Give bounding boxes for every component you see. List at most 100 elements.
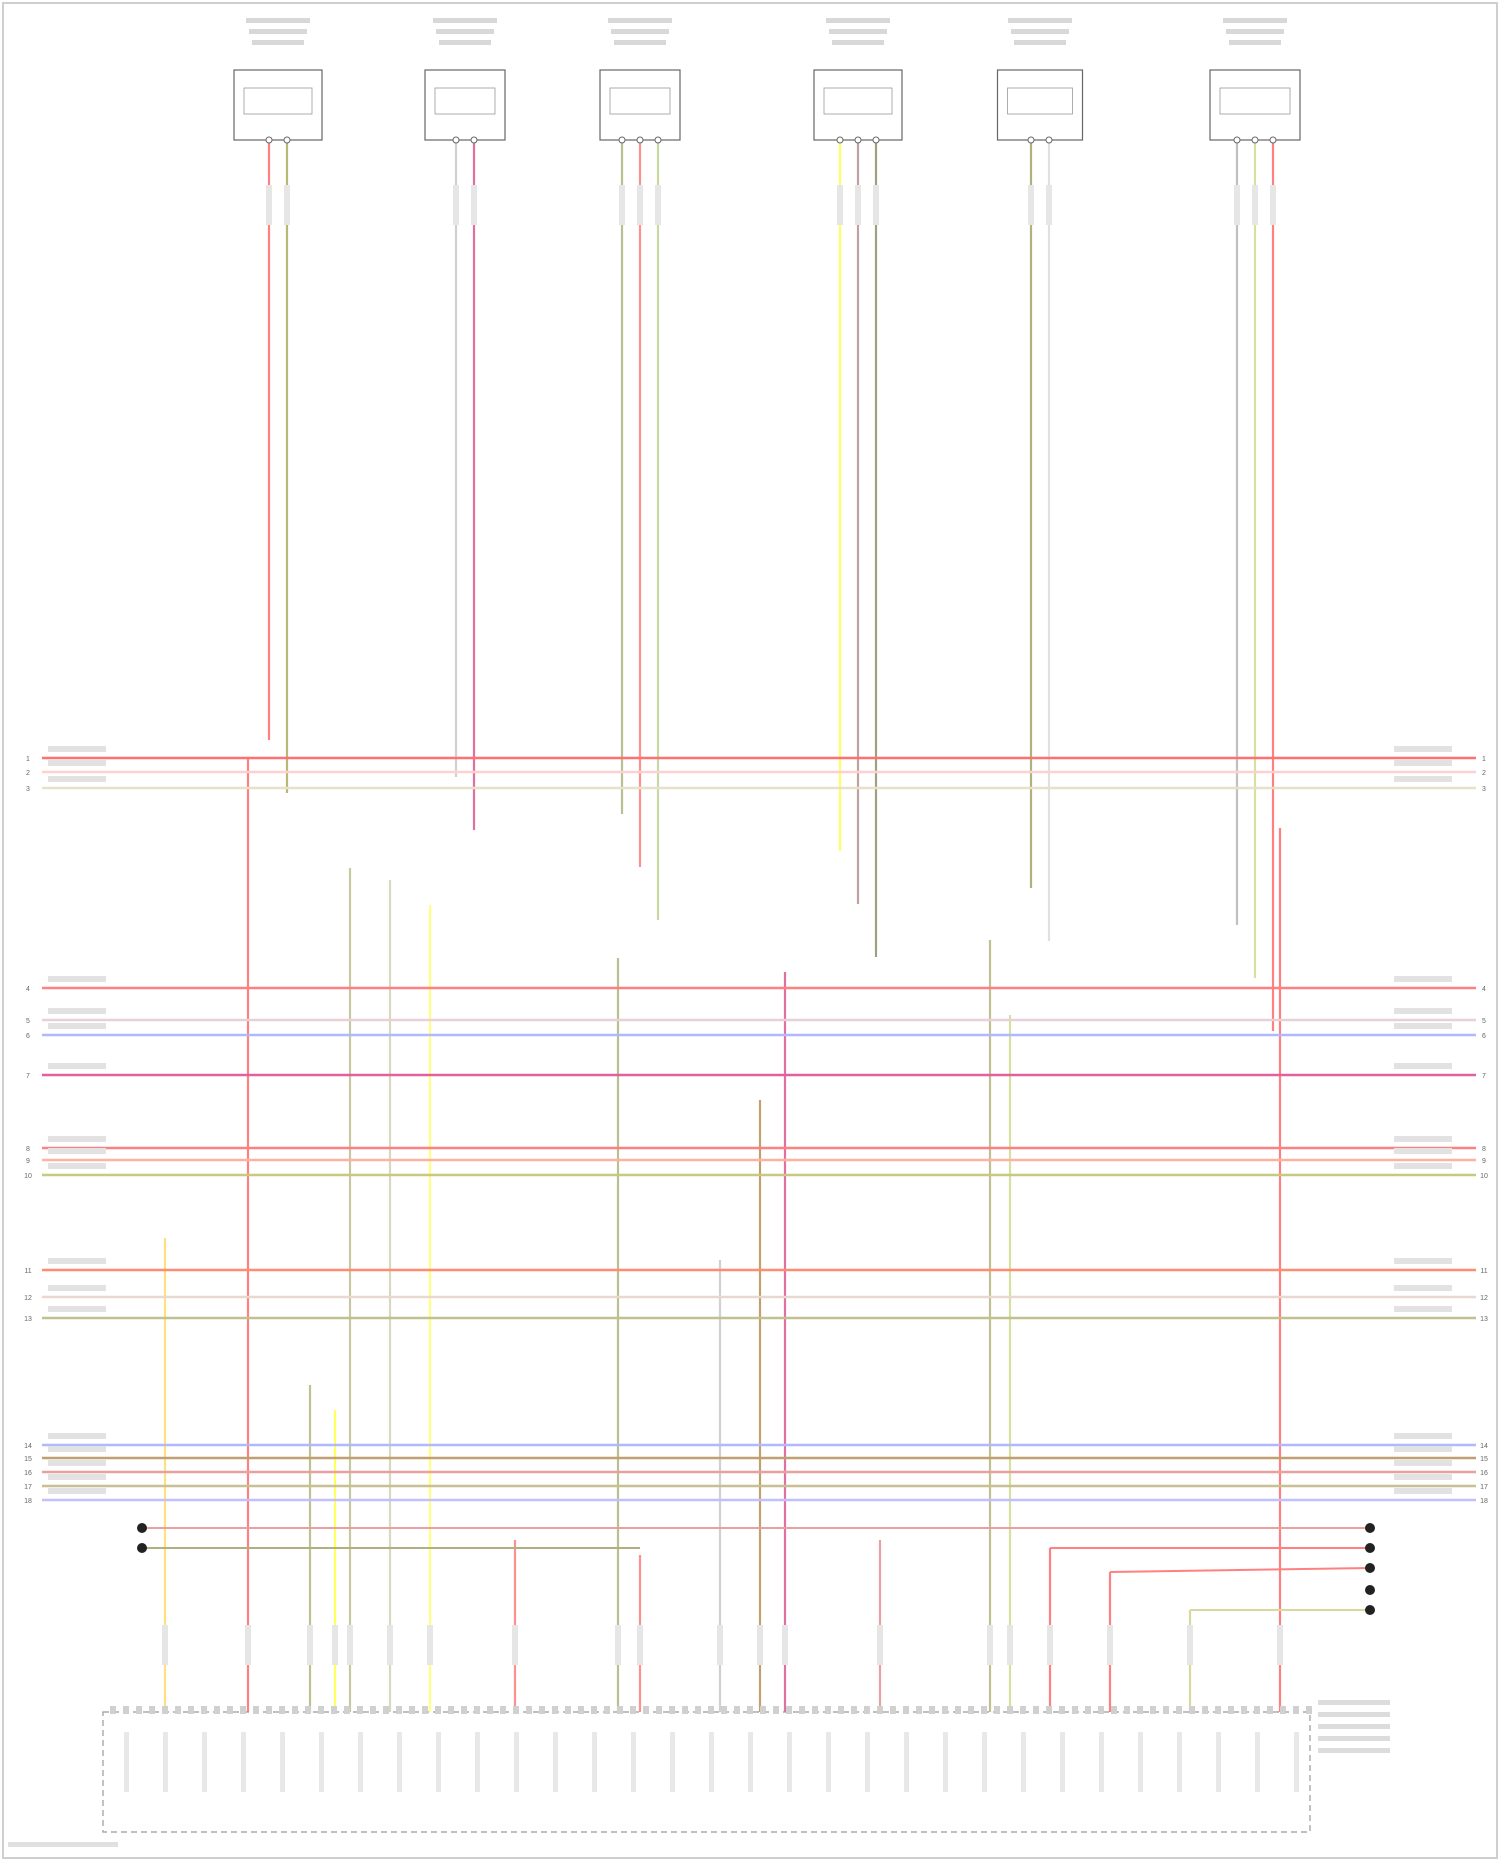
bus-14: 14 14 xyxy=(24,1433,1488,1450)
ecm-pin xyxy=(357,1706,363,1714)
ecm-pin-label xyxy=(514,1732,519,1792)
ecm-pin xyxy=(1241,1706,1247,1714)
ecm-pin xyxy=(266,1706,272,1714)
ecm-feed-wire-tag xyxy=(757,1625,763,1665)
ecm-pin-label xyxy=(436,1732,441,1792)
ecm-pin xyxy=(812,1706,818,1714)
ecm-pin xyxy=(1007,1706,1013,1714)
ecm-pin xyxy=(1020,1706,1026,1714)
bus-9-tag-left xyxy=(48,1148,106,1154)
splice-wire xyxy=(1109,1567,1371,1573)
sensor-6-pin xyxy=(1251,136,1259,144)
bus-3-tag-left xyxy=(48,776,106,782)
ecm-pin xyxy=(214,1706,220,1714)
ecm-pin xyxy=(838,1706,844,1714)
ecm-pin xyxy=(344,1706,350,1714)
ecm-pin-label xyxy=(670,1732,675,1792)
ecm-pin-label xyxy=(1138,1732,1143,1792)
ecm-pin-label xyxy=(1177,1732,1182,1792)
bus-5-tag-right xyxy=(1394,1008,1452,1014)
ecm-pin xyxy=(981,1706,987,1714)
bus-5-num-right: 5 xyxy=(1482,1018,1486,1025)
bus-15-tag-left xyxy=(48,1446,106,1452)
bus-12-tag-left xyxy=(48,1285,106,1291)
sensor-5-group xyxy=(996,18,1084,225)
ecm-pin-label xyxy=(631,1732,636,1792)
splice-dot xyxy=(1365,1523,1375,1533)
ecm-pin xyxy=(734,1706,740,1714)
ecm-feed-wire-tag xyxy=(162,1625,168,1665)
ecm-pin xyxy=(279,1706,285,1714)
ecm-pin xyxy=(1033,1706,1039,1714)
sensor-3-label-line xyxy=(614,40,666,45)
ecm-pin xyxy=(500,1706,506,1714)
bus-11-tag-left xyxy=(48,1258,106,1264)
bus-14-num-right: 14 xyxy=(1480,1443,1488,1450)
bus-18-num-left: 18 xyxy=(24,1498,32,1505)
sensor-3-wire-tag xyxy=(637,185,643,225)
components-layer xyxy=(8,18,1390,1847)
sensor-1-pin xyxy=(265,136,273,144)
sensor-2-pin xyxy=(452,136,460,144)
sensor-3-wire-tag xyxy=(619,185,625,225)
bus-14-num-left: 14 xyxy=(24,1443,32,1450)
ecm-feed-wire-tag xyxy=(1007,1625,1013,1665)
ecm-pin-label xyxy=(280,1732,285,1792)
ecm-pin xyxy=(409,1706,415,1714)
sensor-4-pin xyxy=(854,136,862,144)
ecm-pin xyxy=(1293,1706,1299,1714)
bus-8-tag-right xyxy=(1394,1136,1452,1142)
ecm-pin xyxy=(604,1706,610,1714)
bus-9-tag-right xyxy=(1394,1148,1452,1154)
ecm-pin xyxy=(565,1706,571,1714)
ecm-pin xyxy=(955,1706,961,1714)
sensor-1-label-line xyxy=(246,18,310,23)
sensor-3-inner xyxy=(609,87,671,115)
bus-11-num-left: 11 xyxy=(24,1268,31,1275)
sensor-5-pin xyxy=(1027,136,1035,144)
ecm-pin xyxy=(370,1706,376,1714)
ecm-pin-label xyxy=(1099,1732,1104,1792)
splice-dot xyxy=(1365,1605,1375,1615)
sensor-1-group xyxy=(233,18,323,225)
bus-10-tag-left xyxy=(48,1163,106,1169)
sensor-6-label-line xyxy=(1223,18,1287,23)
footer-line xyxy=(8,1842,118,1847)
bus-4-num-right: 4 xyxy=(1482,986,1486,993)
bus-18-num-right: 18 xyxy=(1480,1498,1488,1505)
ecm-pin xyxy=(1098,1706,1104,1714)
ecm-pin-label xyxy=(241,1732,246,1792)
ecm-pin xyxy=(1111,1706,1117,1714)
sensor-2-pin xyxy=(470,136,478,144)
sensor-4-wire-tag xyxy=(873,185,879,225)
sensor-2-box xyxy=(424,69,506,141)
sensor-4-wire-tag xyxy=(855,185,861,225)
bus-1-tag-left xyxy=(48,746,106,752)
bus-6-num-right: 6 xyxy=(1482,1033,1486,1040)
bus-10-num-right: 10 xyxy=(1480,1173,1488,1180)
sensor-4-pin xyxy=(836,136,844,144)
ecm-pin xyxy=(669,1706,675,1714)
bus-13-num-right: 13 xyxy=(1480,1316,1488,1323)
ecm-pin-label xyxy=(553,1732,558,1792)
ecm-pin xyxy=(513,1706,519,1714)
ecm-pin-label xyxy=(1216,1732,1221,1792)
ecm-pin xyxy=(1228,1706,1234,1714)
sensor-5-label-line xyxy=(1008,18,1072,23)
ecm-feed-wire-tag xyxy=(387,1625,393,1665)
sensor-3-wire-tag xyxy=(655,185,661,225)
ecm-group xyxy=(102,1700,1390,1833)
ecm-pin xyxy=(396,1706,402,1714)
bus-18-tag-right xyxy=(1394,1488,1452,1494)
bus-15-num-right: 15 xyxy=(1480,1456,1488,1463)
sensor-4-label-line xyxy=(829,29,887,34)
sensor-6-inner xyxy=(1219,87,1291,115)
sensor-6-label-line xyxy=(1226,29,1284,34)
ecm-pin xyxy=(825,1706,831,1714)
bus-6-num-left: 6 xyxy=(26,1033,30,1040)
sensor-1-wire-tag xyxy=(284,185,290,225)
ecm-pin xyxy=(1150,1706,1156,1714)
ecm-pin xyxy=(110,1706,116,1714)
ecm-pin xyxy=(1046,1706,1052,1714)
